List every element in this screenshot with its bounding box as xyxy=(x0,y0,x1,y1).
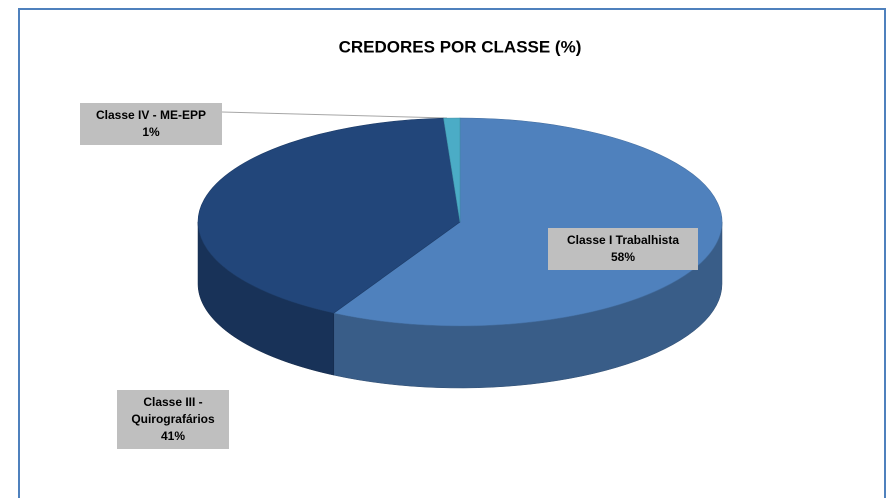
leader-line xyxy=(221,111,448,119)
data-label: Classe III - Quirografários 41% xyxy=(117,390,229,449)
slice xyxy=(197,117,461,314)
label-value: 41% xyxy=(160,429,186,443)
chart-frame xyxy=(18,8,886,498)
chart-title: CREDORES POR CLASSE (%) xyxy=(339,37,582,56)
data-label: Classe IV - ME-EPP 1% xyxy=(80,103,222,145)
slice xyxy=(333,117,723,327)
data-label: Classe I Trabalhista 58% xyxy=(548,228,698,270)
label-name: Classe IV - ME-EPP xyxy=(95,108,207,122)
label-name: Classe I Trabalhista xyxy=(566,233,680,247)
label-value: 1% xyxy=(142,125,160,139)
label-name: Classe III - Quirografários xyxy=(131,395,215,426)
slice xyxy=(443,117,461,223)
label-value: 58% xyxy=(610,250,636,264)
